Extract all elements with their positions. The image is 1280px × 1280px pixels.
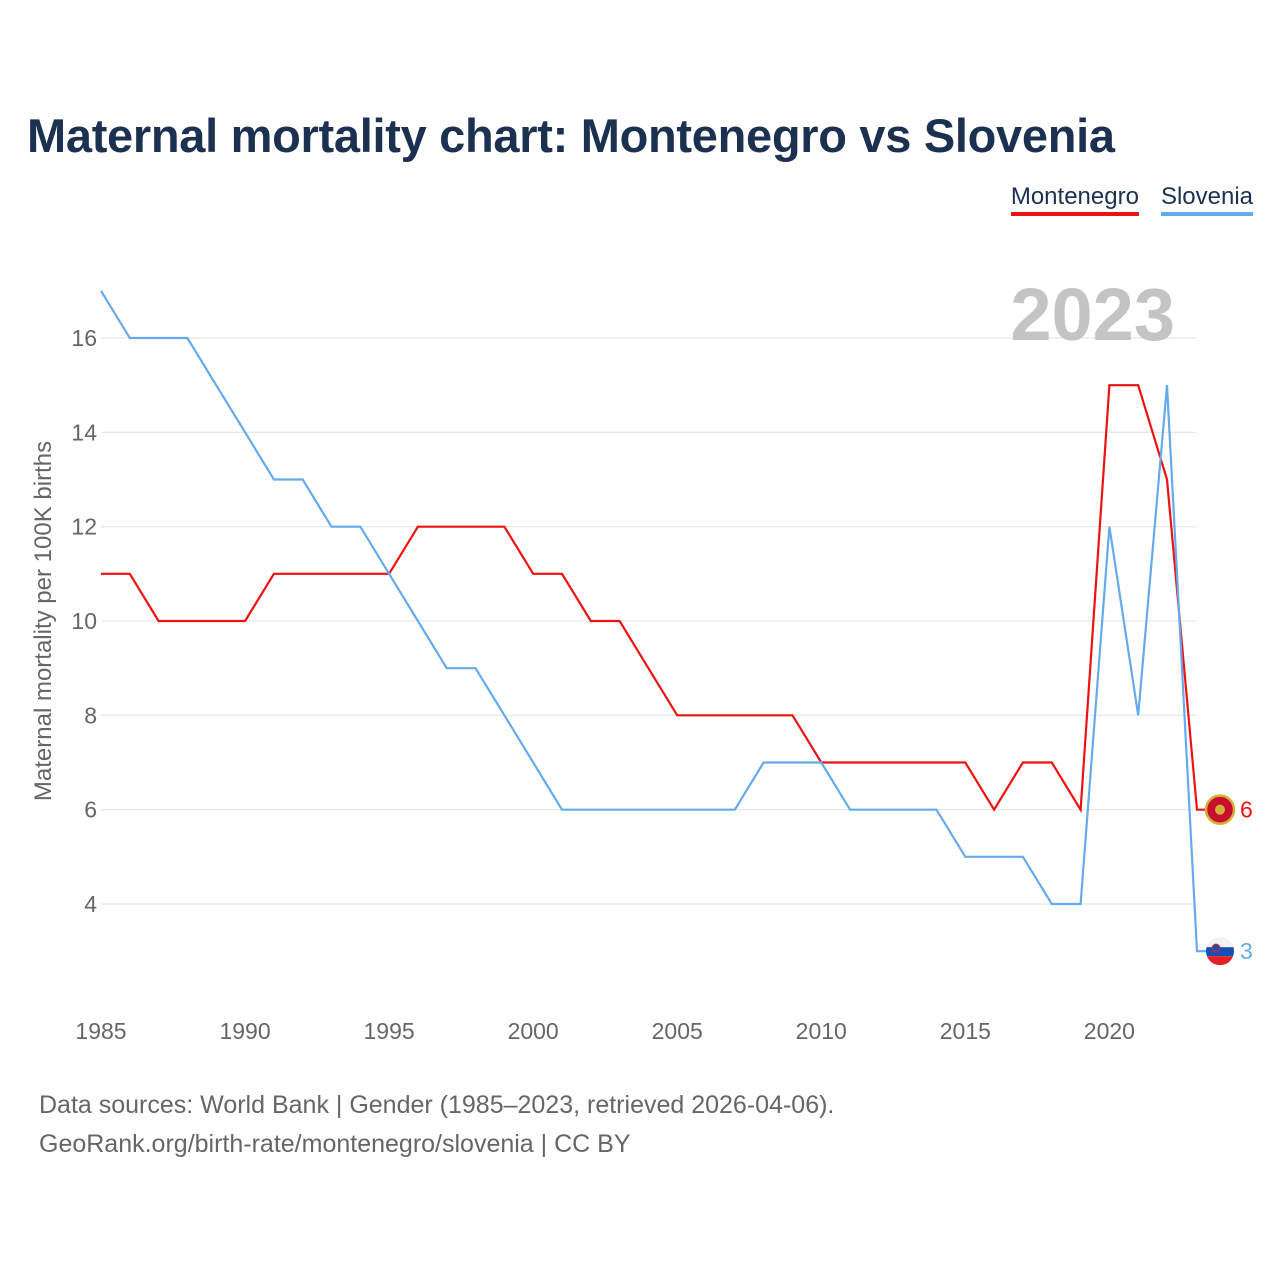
flag-icon-slovenia xyxy=(1206,937,1234,966)
chart-title: Maternal mortality chart: Montenegro vs … xyxy=(27,109,1115,162)
y-tick-label-4: 4 xyxy=(84,891,97,917)
x-tick-label-2005: 2005 xyxy=(652,1018,703,1044)
year-watermark: 2023 xyxy=(1010,273,1175,356)
x-tick-label-2000: 2000 xyxy=(508,1018,559,1044)
x-tick-label-1995: 1995 xyxy=(364,1018,415,1044)
series-line-slovenia[interactable] xyxy=(100,290,1207,953)
y-tick-label-10: 10 xyxy=(71,608,97,634)
x-tick-label-2020: 2020 xyxy=(1084,1018,1135,1044)
end-value-label-slovenia: 3 xyxy=(1240,938,1253,964)
series-layer xyxy=(100,290,1207,953)
source-line-1: Data sources: World Bank | Gender (1985–… xyxy=(39,1091,835,1119)
x-tick-label-1990: 1990 xyxy=(219,1018,270,1044)
axis-layer: 4 6 8 10 12 14 16 1985 1990 1995 2000 2005 2010 2015 2… xyxy=(71,325,1135,1044)
y-tick-label-8: 8 xyxy=(84,702,97,728)
x-tick-label-1985: 1985 xyxy=(75,1018,126,1044)
y-tick-label-12: 12 xyxy=(71,514,97,540)
source-line-2[interactable]: GeoRank.org/birth-rate/montenegro/sloven… xyxy=(39,1130,631,1158)
end-value-label-montenegro: 6 xyxy=(1240,797,1253,823)
legend-item-montenegro[interactable]: Montenegro xyxy=(1010,184,1139,216)
y-tick-label-14: 14 xyxy=(71,419,97,445)
x-tick-label-2010: 2010 xyxy=(796,1018,847,1044)
x-tick-label-2015: 2015 xyxy=(940,1018,991,1044)
y-axis-label: Maternal mortality per 100K births xyxy=(30,441,57,801)
legend-item-slovenia[interactable]: Slovenia xyxy=(1160,184,1253,216)
flag-icon-montenegro xyxy=(1204,794,1236,825)
legend: Montenegro Slovenia xyxy=(1010,184,1253,216)
series-line-montenegro[interactable] xyxy=(101,384,1207,814)
y-tick-label-6: 6 xyxy=(84,797,97,823)
y-tick-label-16: 16 xyxy=(71,325,97,351)
grid-layer xyxy=(101,337,1196,905)
source-note: Data sources: World Bank | Gender (1985–… xyxy=(39,1086,834,1164)
end-marker-layer: 63 xyxy=(1204,794,1253,966)
